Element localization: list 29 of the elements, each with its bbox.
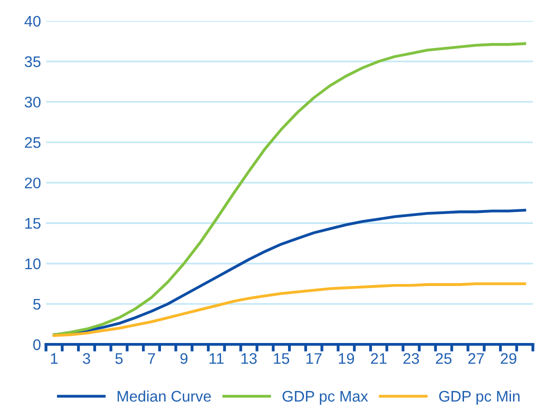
y-tick-label: 40 (24, 16, 41, 27)
legend-label: GDP pc Max (282, 390, 368, 405)
x-tick-label: 15 (274, 353, 290, 364)
legend-label: Median Curve (118, 390, 211, 402)
x-tick-label: 5 (115, 353, 123, 364)
y-tick-label: 30 (24, 96, 41, 108)
line-series (52, 42, 526, 336)
x-tick-label: 11 (210, 353, 224, 364)
x-tick-label: 21 (370, 353, 386, 364)
y-tick-label: 25 (24, 137, 40, 148)
line-series (52, 282, 526, 337)
x-tick-label: 25 (436, 353, 452, 364)
y-tick-label: 5 (33, 299, 40, 310)
x-tick-label: 23 (403, 353, 419, 364)
x-tick-label: 13 (242, 353, 257, 364)
x-tick-label: 29 (500, 353, 516, 364)
x-tick-label: 7 (148, 353, 155, 364)
y-tick-label: 35 (24, 56, 40, 68)
legend-label: GDP pc Min (439, 390, 520, 405)
x-tick-label: 17 (306, 353, 322, 364)
x-tick-label: 9 (180, 353, 188, 364)
x-tick-label: 1 (51, 353, 58, 364)
x-tick-label: 19 (338, 353, 354, 364)
y-tick-label: 15 (25, 218, 40, 229)
y-tick-label: 10 (25, 258, 41, 270)
y-tick-label: 20 (24, 178, 41, 188)
x-tick-label: 3 (82, 353, 90, 364)
x-tick-label: 27 (468, 353, 484, 364)
y-tick-label: 0 (33, 339, 41, 350)
